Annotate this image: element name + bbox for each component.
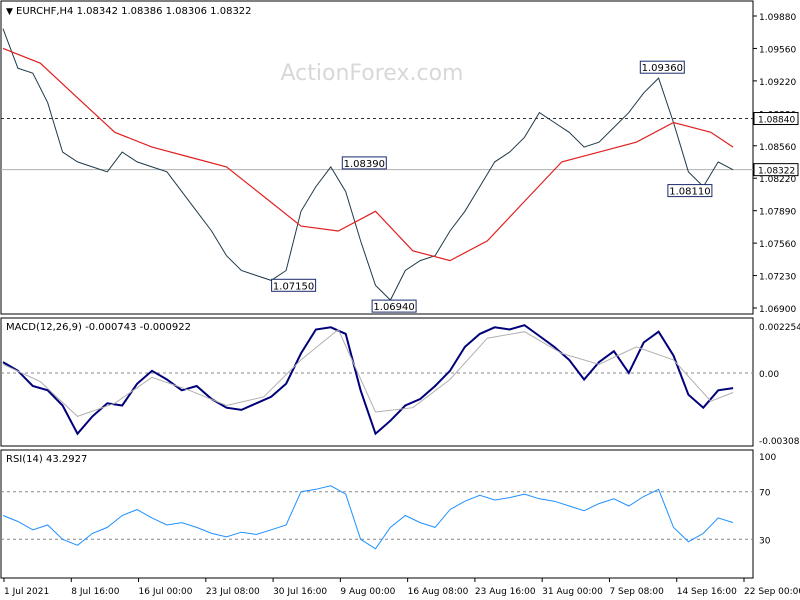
- axis-value-tag: [753, 112, 799, 126]
- macd-y-tick-label: 0.002254: [759, 323, 800, 333]
- y-tick-label: 1.08560: [759, 143, 796, 153]
- x-tick-label: 8 Jul 16:00: [71, 587, 120, 597]
- price-level-lines: [1, 118, 753, 171]
- rsi-header: RSI(14) 43.2927: [6, 454, 87, 465]
- x-tick-label: 23 Jul 08:00: [206, 587, 260, 597]
- x-tick-label: 16 Jul 00:00: [139, 587, 193, 597]
- x-tick-label: 30 Jul 16:00: [273, 587, 327, 597]
- x-tick-label: 23 Aug 16:00: [475, 587, 536, 597]
- signal-line: [2, 328, 734, 417]
- y-tick-label: 1.07230: [759, 273, 796, 283]
- x-tick-label: 22 Sep 00:00: [744, 587, 800, 597]
- y-tick-label: 1.07890: [759, 208, 796, 218]
- x-tick-label: 16 Aug 08:00: [408, 587, 469, 597]
- price-annotation-label: 1.06940: [373, 302, 414, 313]
- watermark: ActionForex.com: [281, 61, 464, 86]
- x-tick-label: 1 Jul 2021: [4, 587, 49, 597]
- y-tick-label: 1.07560: [759, 240, 796, 250]
- x-tick-label: 31 Aug 00:00: [542, 587, 603, 597]
- price-annotation-label: 1.07150: [273, 281, 314, 292]
- price-series: [2, 28, 734, 301]
- macd-y-tick-label: -0.003088: [759, 437, 800, 447]
- y-tick-label: 1.09880: [759, 13, 796, 23]
- rsi-y-tick-label: 100: [759, 453, 776, 463]
- price-annotation-label: 1.08390: [344, 159, 385, 170]
- macd-header: MACD(12,26,9) -0.000743 -0.000922: [6, 322, 191, 333]
- close-line: [2, 28, 734, 301]
- macd-y-tick-label: 0.00: [759, 370, 779, 380]
- x-tick-label: 7 Sep 08:00: [609, 587, 664, 597]
- price-y-axis: 1.098801.095601.092201.088801.085601.082…: [753, 13, 799, 315]
- rsi-y-tick-label: 30: [759, 536, 771, 546]
- time-x-axis: 1 Jul 2021 8 Jul 16:00 16 Jul 00:00 23 Jul …: [3, 578, 800, 597]
- rsi-y-axis: 100 70 30: [759, 453, 776, 546]
- y-tick-label: 1.06900: [759, 305, 796, 315]
- ma-line: [2, 47, 734, 262]
- y-tick-label: 1.09220: [759, 78, 796, 88]
- rsi-level-lines: [1, 491, 753, 540]
- price-annotation-box: [371, 299, 417, 313]
- macd-line: [2, 324, 734, 436]
- price-annotation-box: [341, 156, 387, 170]
- price-header: EURCHF,H4 1.08342 1.08386 1.08306 1.0832…: [16, 6, 252, 17]
- rsi-y-tick-label: 70: [759, 489, 771, 499]
- rsi-series: [2, 485, 734, 550]
- rsi-panel: [0, 449, 754, 579]
- price-panel-dropdown-icon[interactable]: ▼: [6, 7, 13, 17]
- x-tick-label: 14 Sep 16:00: [677, 587, 737, 597]
- y-tick-label: 1.08220: [759, 175, 796, 185]
- price-annotations: 1.07150 1.08390 1.06940 1.09360 1.08110: [271, 60, 713, 313]
- price-annotation-box: [639, 60, 685, 74]
- price-annotation-label: 1.08110: [669, 187, 710, 198]
- x-tick-label: 9 Aug 00:00: [340, 587, 395, 597]
- axis-value-tag-label: 1.08840: [758, 116, 795, 126]
- y-tick-label: 1.09560: [759, 45, 796, 55]
- macd-y-axis: 0.002254 0.00 -0.003088: [759, 323, 800, 447]
- macd-series: [2, 324, 734, 436]
- price-annotation-box: [271, 278, 317, 292]
- axis-value-tag-label: 1.08322: [758, 167, 795, 177]
- macd-panel: [0, 317, 754, 447]
- price-annotation-label: 1.09360: [642, 63, 683, 74]
- axis-value-tag: [753, 163, 799, 177]
- rsi-line: [2, 485, 734, 550]
- price-annotation-box: [667, 184, 713, 198]
